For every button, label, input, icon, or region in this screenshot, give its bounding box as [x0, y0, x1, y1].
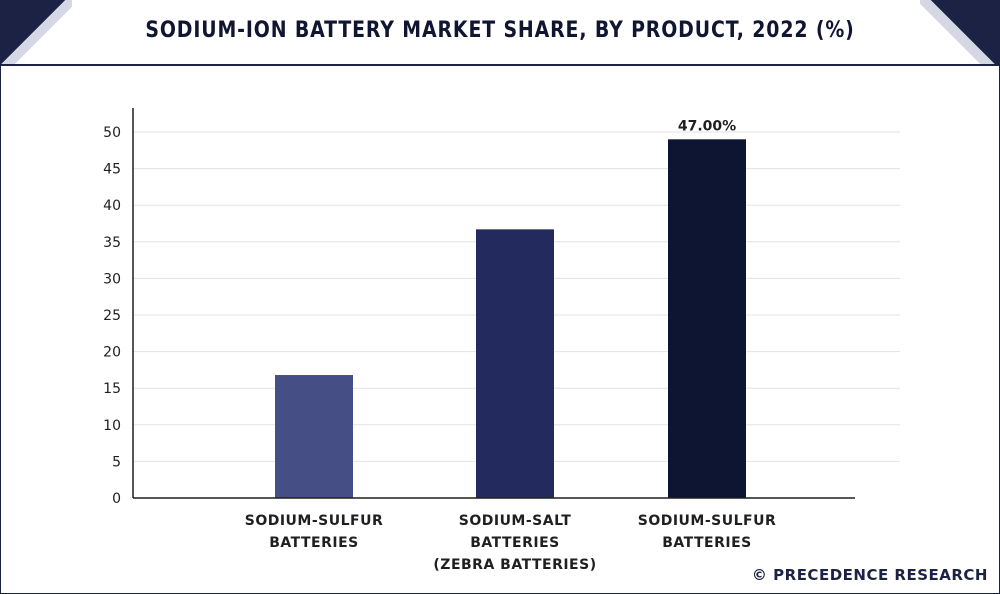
- y-axis-ticks: 0 5 10 15 20 25 30 35 40 45 50: [103, 125, 121, 507]
- x-category-label: SODIUM-SULFUR BATTERIES: [607, 510, 807, 554]
- y-tick-label: 10: [103, 418, 121, 434]
- x-category-label: SODIUM-SULFUR BATTERIES: [214, 510, 414, 554]
- y-tick-label: 20: [103, 345, 121, 361]
- y-tick-label: 40: [103, 198, 121, 214]
- x-category-label-line: SODIUM-SULFUR: [637, 513, 777, 529]
- x-category-label-line: BATTERIES: [269, 535, 359, 551]
- header-band: SODIUM-ION BATTERY MARKET SHARE, BY PROD…: [0, 0, 1000, 66]
- header-corner-left: [0, 0, 72, 64]
- y-tick-label: 25: [103, 308, 121, 324]
- x-category-label-line: (ZEBRA BATTERIES): [433, 557, 597, 573]
- x-category-label-line: SODIUM-SULFUR: [244, 513, 384, 529]
- y-tick-label: 35: [103, 235, 121, 251]
- y-tick-label: 30: [103, 271, 121, 287]
- bar: [476, 229, 554, 498]
- y-tick-label: 50: [103, 125, 121, 141]
- y-tick-label: 0: [112, 491, 121, 507]
- chart-title: SODIUM-ION BATTERY MARKET SHARE, BY PROD…: [145, 18, 855, 43]
- bar-data-label: 47.00%: [678, 118, 736, 134]
- copyright-notice: © PRECEDENCE RESEARCH: [751, 566, 988, 584]
- header-corner-right: [920, 0, 1000, 64]
- bar: [275, 375, 353, 498]
- y-tick-label: 45: [103, 162, 121, 178]
- y-tick-label: 5: [112, 454, 121, 470]
- bar: [668, 139, 746, 498]
- bars: 47.00%: [275, 118, 746, 498]
- x-category-label-line: SODIUM-SALT BATTERIES: [458, 513, 572, 551]
- y-tick-label: 15: [103, 381, 121, 397]
- x-category-label-line: BATTERIES: [662, 535, 752, 551]
- x-category-label: SODIUM-SALT BATTERIES (ZEBRA BATTERIES): [415, 510, 615, 576]
